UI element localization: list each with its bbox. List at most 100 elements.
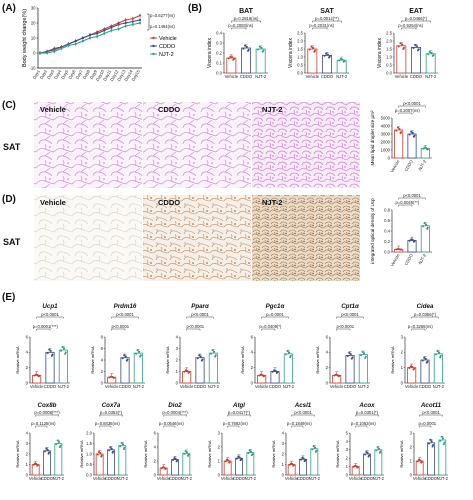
image-label-njt2-c: NJT-2	[262, 105, 282, 114]
image-label-njt2-d: NJT-2	[262, 198, 282, 207]
bar-sig-bracket	[419, 414, 443, 417]
bar-dot	[237, 455, 240, 458]
bar-dot	[443, 441, 446, 444]
bar-ytick-label: 0	[410, 472, 413, 477]
bar-sig-bracket	[99, 425, 112, 428]
chart-cidea: 0 1 2 3 Relative mRNA Cidea Vehicle CDDO NJT-2 p=…	[390, 303, 445, 389]
bar-ytick-label: 0.5	[386, 62, 392, 67]
bar-ylabel: Relative mRNA	[335, 440, 340, 468]
bar-sig-bracket	[411, 328, 426, 331]
bar-ytick-label: 0.2	[216, 50, 222, 55]
bar-title: Acsl1	[294, 402, 312, 409]
bar-ytick-label: 0.5	[86, 462, 92, 467]
bar-dot	[108, 449, 111, 452]
ihc-cddo-image	[143, 195, 251, 281]
bar-dot	[46, 352, 49, 355]
chart-a-point	[88, 36, 92, 40]
bar-ytick-label: 2.5	[297, 30, 303, 35]
bar-ylabel: Relative mRNA	[240, 346, 245, 374]
bar-dot	[361, 350, 364, 353]
bar-ytick-label: 3	[218, 430, 221, 435]
bar	[223, 460, 232, 476]
chart-a-sig-bracket	[147, 13, 150, 31]
bar-dot	[275, 371, 278, 374]
bar-ytick-label: 6	[154, 430, 157, 435]
bar-dot	[108, 376, 111, 379]
bar-ytick-label: 2	[218, 444, 221, 449]
bar-dot	[231, 56, 234, 59]
bar-ytick-label: 0.6	[384, 218, 390, 223]
bar-dot	[339, 58, 342, 61]
bar-title: Pgc1α	[266, 303, 286, 310]
bar-category-label: Vehicle	[255, 384, 269, 389]
bar-ylabel: Relative mRNA	[315, 346, 320, 374]
bar-ylabel: Relative mRNA	[15, 440, 20, 468]
bar	[299, 458, 307, 476]
bar-pvalue: p=0.0466(*)	[405, 16, 428, 21]
bar-category-label: Vehicle	[306, 74, 320, 79]
bar-dot	[262, 375, 265, 378]
chart-a-point	[60, 47, 63, 50]
bar-pvalue: p=0.0014(**)	[315, 16, 339, 21]
chart-a-point	[96, 32, 99, 35]
bar-ytick-label: 6	[101, 346, 104, 351]
bar-ytick-label: 0.0	[384, 249, 390, 254]
bar-ytick-label: 0.0	[297, 70, 303, 75]
ihc-vehicle-image	[34, 195, 142, 281]
bar-ylabel: integrated optical density of Ucp	[370, 198, 375, 264]
bar	[246, 452, 255, 476]
bar-dot	[334, 373, 337, 376]
bar-ylabel: Relative mRNA	[143, 440, 148, 468]
bar-dot	[300, 458, 303, 461]
bar-dot	[423, 222, 426, 225]
bar-category-label: CDDO	[233, 476, 246, 481]
bar	[433, 353, 443, 384]
bar-pvalue: p=0.2819(ns)	[234, 16, 259, 21]
bar-dot	[119, 445, 122, 448]
bar-dot	[420, 461, 423, 464]
bar-dot	[397, 45, 400, 48]
bar-ytick-label: 1.0	[86, 451, 92, 456]
bar	[182, 452, 191, 476]
bar-ytick-label: 0	[346, 472, 349, 477]
bar-dot	[121, 357, 124, 360]
bar-dot	[225, 458, 228, 461]
bar-dot	[60, 349, 63, 352]
bar-dot	[325, 52, 328, 55]
bar	[322, 55, 332, 74]
bar-pvalue: p<0.0001	[337, 324, 355, 329]
bar-category-label: CDDO	[403, 158, 414, 172]
bar-dot	[196, 357, 199, 360]
bar-dot	[432, 444, 435, 447]
bar-dot	[288, 463, 291, 466]
bar-sig-bracket	[231, 20, 261, 23]
bar-ytick-label: 2	[326, 365, 329, 370]
bar-dot	[396, 126, 399, 129]
bar-ytick-label: 4	[101, 357, 104, 362]
bar-sig-bracket	[419, 425, 432, 428]
bar-sig-bracket	[336, 328, 351, 331]
bar-pvalue: p=0.8436(ns)	[95, 421, 120, 426]
bar-dot	[395, 129, 398, 132]
bar-ytick-label: 2.0	[297, 38, 303, 43]
bar-dot	[64, 352, 67, 355]
bar-title: Atgl	[232, 402, 245, 409]
bar-ytick-label: 0	[251, 380, 254, 385]
bar-dot	[61, 345, 64, 348]
bar-pvalue: p=0.0546(ns)	[159, 421, 184, 426]
bar-category-label: CDDO	[240, 74, 253, 79]
bar-dot	[422, 225, 425, 228]
bar	[255, 48, 266, 74]
bar-dot	[247, 452, 250, 455]
chart-a-xtick-label: Day11	[102, 68, 113, 81]
bar-category-label: CDDO	[194, 384, 207, 389]
bar-pvalue: p<0.0001	[187, 324, 205, 329]
bar	[336, 59, 347, 74]
bar-dot	[410, 130, 413, 133]
bar	[438, 439, 447, 476]
bar-dot	[50, 354, 53, 357]
bar-dot	[285, 353, 288, 356]
bar-sig-bracket	[312, 27, 328, 30]
